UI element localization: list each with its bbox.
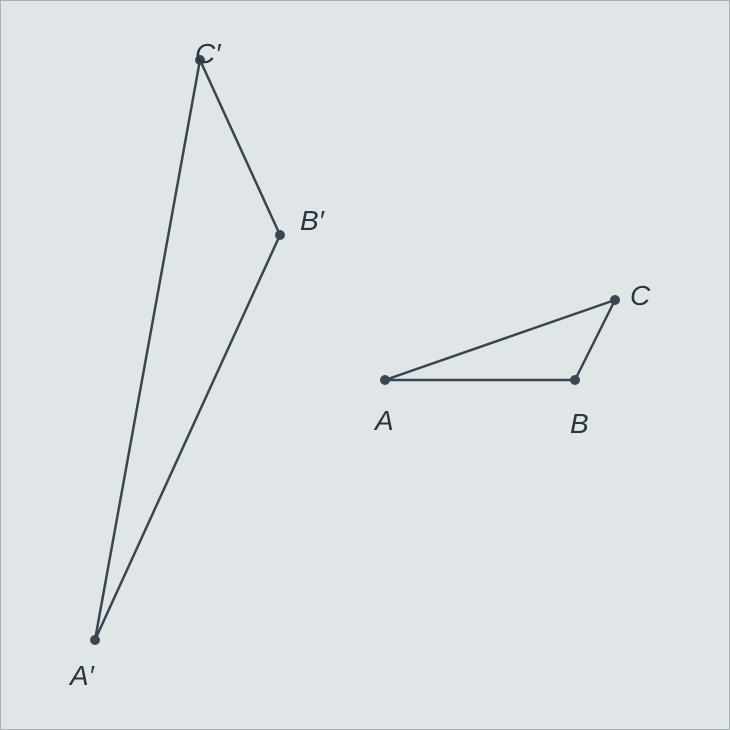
diagram-canvas: A′ B′ C′ A B C — [0, 0, 730, 730]
label-b-prime: B′ — [300, 205, 324, 237]
point-a — [380, 375, 390, 385]
label-b: B — [570, 408, 589, 440]
point-b-prime — [275, 230, 285, 240]
point-b — [570, 375, 580, 385]
point-a-prime — [90, 635, 100, 645]
point-c — [610, 295, 620, 305]
label-c: C — [630, 280, 650, 312]
triangles-svg — [0, 0, 730, 730]
label-a-prime: A′ — [70, 660, 94, 692]
label-c-prime: C′ — [195, 38, 220, 70]
label-a: A — [375, 405, 394, 437]
background-rect — [0, 0, 730, 730]
